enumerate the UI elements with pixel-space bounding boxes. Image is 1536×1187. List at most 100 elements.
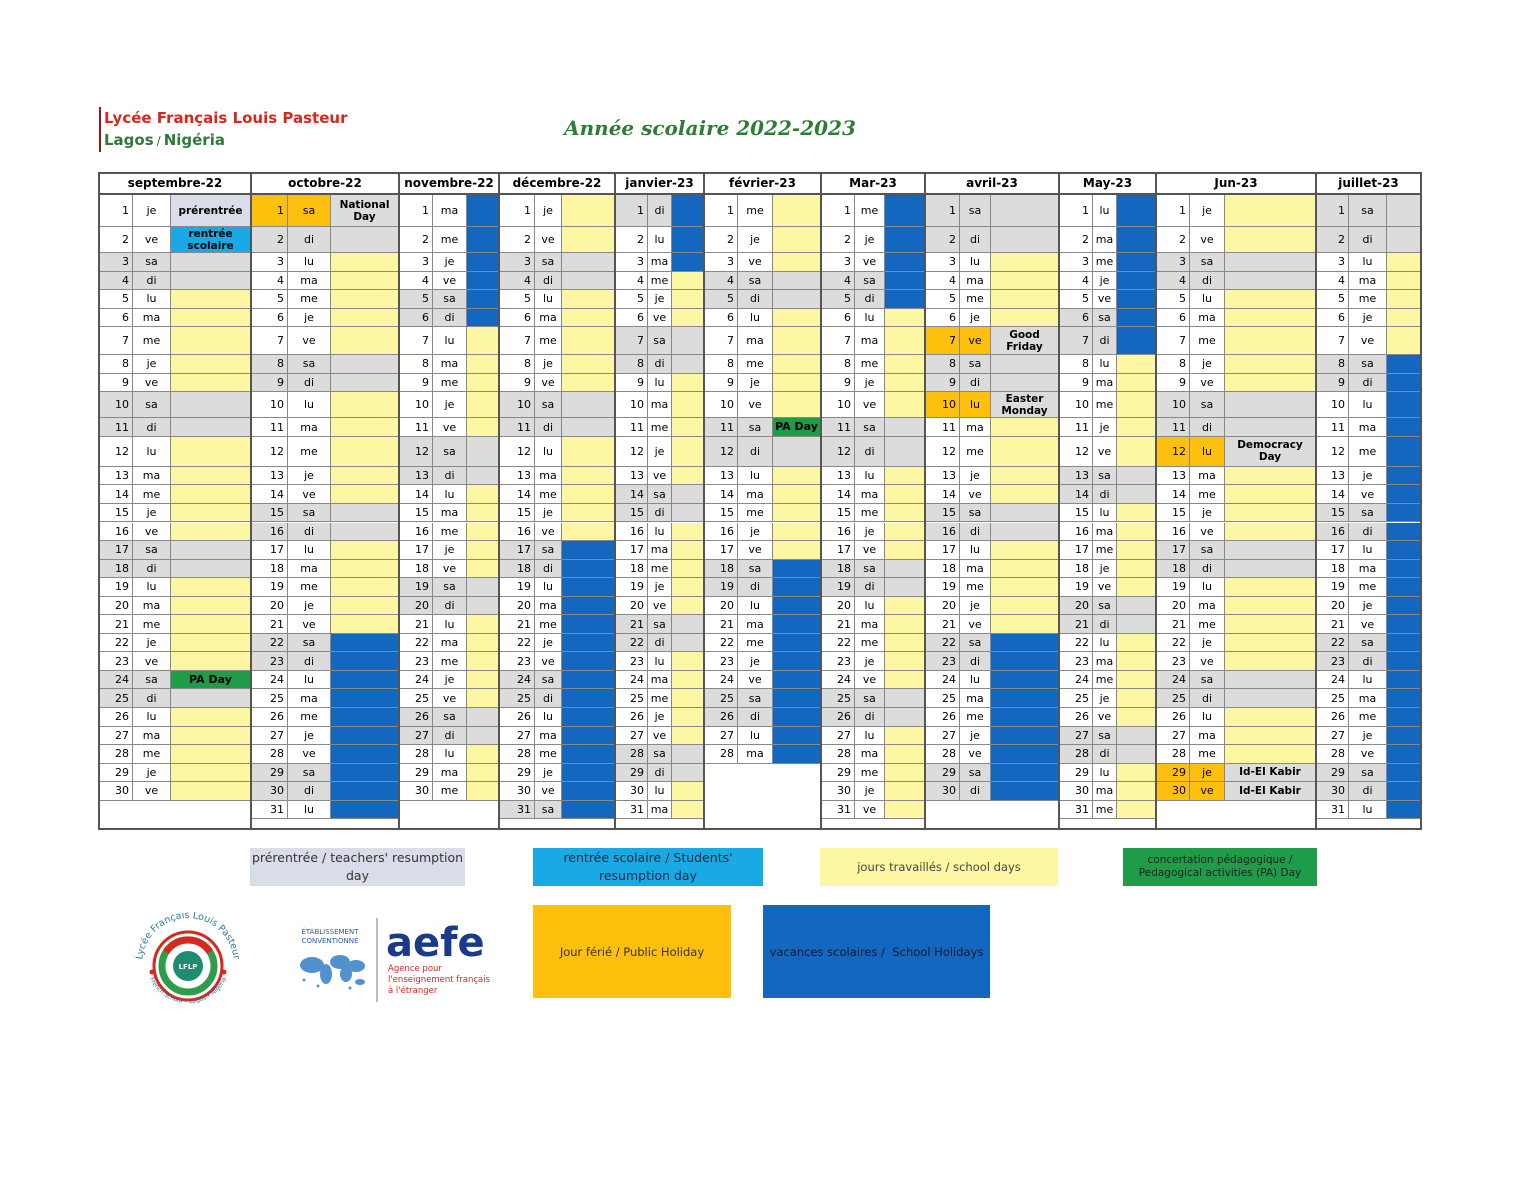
aefe-line2: l'enseignement français xyxy=(388,975,491,985)
day-row: 31 me xyxy=(1060,800,1155,820)
day-row: 4 ve xyxy=(400,271,498,291)
day-status xyxy=(171,436,250,466)
day-number: 27 xyxy=(400,726,433,745)
aefe-tag-line1: ÉTABLISSEMENT xyxy=(302,927,360,936)
day-status xyxy=(672,522,703,541)
day-name: lu xyxy=(1349,392,1387,418)
day-number: 14 xyxy=(1157,485,1190,503)
day-status xyxy=(562,373,614,392)
day-row: 15 me xyxy=(822,503,924,523)
day-number: 23 xyxy=(1157,652,1190,670)
day-status xyxy=(331,485,398,503)
day-status xyxy=(467,541,498,559)
day-number: 2 xyxy=(252,227,288,252)
day-row: 25 di xyxy=(100,689,250,708)
location-separator: / xyxy=(156,134,161,148)
day-name: sa xyxy=(1349,763,1387,782)
day-status xyxy=(1117,503,1155,522)
day-row: 1 sa National Day xyxy=(252,195,398,227)
day-name: sa xyxy=(738,689,773,707)
day-number: 17 xyxy=(252,541,288,559)
day-status xyxy=(991,503,1058,522)
day-number: 16 xyxy=(1317,522,1349,541)
day-number: 26 xyxy=(252,708,288,726)
day-status xyxy=(991,782,1058,800)
day-number: 5 xyxy=(1157,290,1190,308)
day-number: 26 xyxy=(1317,708,1349,726)
day-number: 20 xyxy=(100,596,133,615)
day-number: 6 xyxy=(705,308,738,327)
day-number: 11 xyxy=(400,418,433,436)
day-name: sa xyxy=(433,436,467,466)
day-row: 9 di xyxy=(1317,373,1420,393)
day-row: 20 di xyxy=(400,596,498,616)
day-number: 13 xyxy=(500,466,535,485)
day-row: 8 ma xyxy=(400,355,498,374)
day-status xyxy=(331,782,398,800)
day-name: lu xyxy=(535,708,562,726)
day-number: 8 xyxy=(100,355,133,373)
day-name: je xyxy=(1093,418,1117,436)
day-row: 4 me xyxy=(616,271,703,291)
day-row: 24 lu xyxy=(1317,670,1420,690)
day-row: 2 lu xyxy=(616,227,703,253)
day-row: 10 sa xyxy=(500,392,614,419)
day-name: ve xyxy=(855,541,885,559)
day-status xyxy=(885,436,924,466)
day-name: sa xyxy=(855,271,885,290)
day-row: 13 ma xyxy=(500,466,614,486)
day-status xyxy=(1387,726,1420,745)
day-number: 30 xyxy=(400,782,433,800)
month-header: avril-23 xyxy=(926,174,1058,195)
day-number: 1 xyxy=(1060,195,1093,226)
day-name: ve xyxy=(133,782,171,800)
day-status xyxy=(562,800,614,819)
day-number: 8 xyxy=(1060,355,1093,373)
day-name: di xyxy=(288,782,331,800)
day-name: ve xyxy=(1190,522,1225,541)
day-number: 9 xyxy=(1060,373,1093,392)
day-name: ve xyxy=(1190,373,1225,392)
day-number: 10 xyxy=(1060,392,1093,418)
day-row: 19 sa xyxy=(400,578,498,597)
day-name: sa xyxy=(960,633,991,652)
day-name: di xyxy=(133,271,171,290)
day-row: 1 sa xyxy=(1317,195,1420,227)
day-status xyxy=(672,578,703,596)
day-status xyxy=(885,541,924,559)
day-status xyxy=(991,652,1058,670)
day-number: 18 xyxy=(616,559,648,578)
day-name: me xyxy=(288,708,331,726)
day-name: ve xyxy=(433,271,467,290)
day-status xyxy=(885,522,924,541)
day-number: 10 xyxy=(400,392,433,418)
day-number: 19 xyxy=(705,578,738,596)
day-number: 4 xyxy=(252,271,288,290)
day-number: 26 xyxy=(705,708,738,726)
day-number: 2 xyxy=(1060,227,1093,252)
day-row: 15 ma xyxy=(400,503,498,523)
day-number: 16 xyxy=(400,522,433,541)
day-row: 30 ve xyxy=(100,782,250,801)
day-row: 18 sa xyxy=(705,559,820,579)
day-row: 30 lu xyxy=(616,782,703,801)
day-number: 20 xyxy=(1317,596,1349,615)
day-number: 16 xyxy=(926,522,960,541)
day-row: 26 me xyxy=(252,708,398,727)
day-row: 11 sa PA Day xyxy=(705,418,820,437)
day-status xyxy=(773,559,820,578)
aefe-line3: à l'étranger xyxy=(388,985,438,996)
day-name: ma xyxy=(1349,418,1387,436)
day-status xyxy=(1387,392,1420,418)
day-name: ve xyxy=(738,392,773,418)
day-number: 27 xyxy=(1317,726,1349,745)
day-row: 23 ma xyxy=(1060,652,1155,671)
day-number: 26 xyxy=(1060,708,1093,726)
aefe-tag-line2: CONVENTIONNÉ xyxy=(302,936,359,945)
day-name: di xyxy=(1093,485,1117,503)
day-number: 3 xyxy=(252,253,288,271)
day-name: me xyxy=(1349,708,1387,726)
day-status xyxy=(1117,253,1155,271)
day-name: di xyxy=(738,708,773,726)
day-number: 14 xyxy=(705,485,738,503)
